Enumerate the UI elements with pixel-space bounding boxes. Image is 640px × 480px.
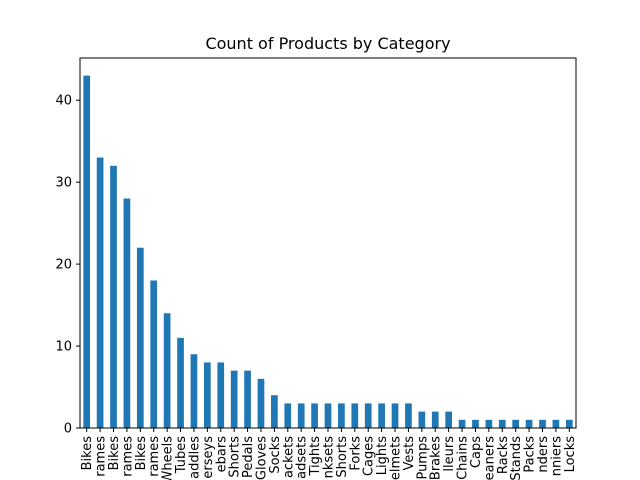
x-tick-label: addles <box>187 436 202 479</box>
bar <box>498 419 506 428</box>
x-tick-label: Cages <box>362 436 377 476</box>
x-tick-label: rames <box>147 436 162 477</box>
bar <box>110 165 117 428</box>
x-tick-label: Gloves <box>254 436 269 480</box>
x-tick-label: Forks <box>348 436 363 471</box>
bar <box>364 403 372 428</box>
bar <box>405 403 412 428</box>
bar <box>217 362 225 428</box>
plot-frame <box>79 57 577 429</box>
bar <box>257 378 265 428</box>
x-tick-label: erseys <box>201 436 216 479</box>
bar <box>445 411 452 428</box>
bar <box>311 403 318 428</box>
x-tick-label: Packs <box>523 436 538 473</box>
x-axis: BikesramesBikesramesBikesramesWheelsTube… <box>80 428 578 480</box>
bar <box>338 403 345 428</box>
x-tick-label: Bikes <box>134 436 149 471</box>
x-tick-label: ackets <box>281 436 296 478</box>
x-tick-label: Shorts <box>335 436 350 478</box>
x-tick-label: Tights <box>308 436 323 477</box>
x-tick-label: Tubes <box>174 436 189 474</box>
x-tick-label: Socks <box>268 436 283 474</box>
x-tick-label: Racks <box>496 436 511 474</box>
bar <box>351 403 359 428</box>
x-tick-label: nniers <box>549 436 564 476</box>
bar <box>458 419 466 428</box>
bar <box>163 313 171 428</box>
bar <box>391 403 399 428</box>
bar <box>177 337 184 428</box>
bar <box>512 419 520 428</box>
x-tick-label: Wheels <box>161 436 176 480</box>
bar <box>418 411 426 428</box>
y-tick-label: 40 <box>55 94 72 109</box>
bar <box>525 419 533 428</box>
x-tick-label: Bikes <box>80 436 95 471</box>
x-tick-label: Lights <box>375 436 390 475</box>
x-tick-label: rames <box>94 436 109 477</box>
bar <box>297 403 305 428</box>
x-tick-label: elmets <box>389 436 404 480</box>
bar <box>96 157 104 428</box>
x-tick-label: rames <box>120 436 135 477</box>
bar <box>271 395 278 428</box>
y-tick-label: 20 <box>55 258 72 273</box>
bar <box>431 411 439 428</box>
x-tick-label: Brakes <box>429 436 444 480</box>
bar <box>190 354 198 428</box>
x-tick-label: Pumps <box>415 436 430 480</box>
bar <box>123 198 131 428</box>
x-tick-label: ebars <box>214 436 229 473</box>
x-tick-label: adsets <box>295 436 310 479</box>
x-tick-label: nders <box>536 436 551 473</box>
bar <box>150 280 158 428</box>
bar <box>472 419 479 428</box>
bar <box>485 419 493 428</box>
x-tick-label: eaners <box>482 436 497 480</box>
y-tick-label: 0 <box>64 422 72 437</box>
bar <box>83 75 91 429</box>
x-tick-label: Shorts <box>228 436 243 478</box>
bar <box>244 370 251 428</box>
x-tick-label: Vests <box>402 436 417 471</box>
y-tick-label: 30 <box>55 176 72 191</box>
bar <box>230 370 238 428</box>
bar <box>284 403 292 428</box>
x-tick-label: Caps <box>469 436 484 468</box>
bar <box>204 362 211 428</box>
bars-layer <box>83 75 573 429</box>
x-tick-label: Bikes <box>107 436 122 471</box>
bar <box>378 403 385 428</box>
x-tick-label: Stands <box>509 436 524 480</box>
x-tick-label: lleurs <box>442 436 457 472</box>
x-tick-label: Locks <box>563 436 578 473</box>
bar <box>552 419 560 428</box>
chart-title: Count of Products by Category <box>205 34 450 53</box>
y-axis: 0 10 20 30 40 <box>55 94 80 437</box>
bar <box>539 419 546 428</box>
bar <box>136 247 144 428</box>
x-tick-label: nksets <box>322 436 337 479</box>
x-tick-label: Pedals <box>241 436 256 478</box>
bar <box>324 403 332 428</box>
bar <box>565 419 573 428</box>
y-tick-label: 10 <box>55 340 72 355</box>
x-tick-label: Chains <box>456 436 471 480</box>
